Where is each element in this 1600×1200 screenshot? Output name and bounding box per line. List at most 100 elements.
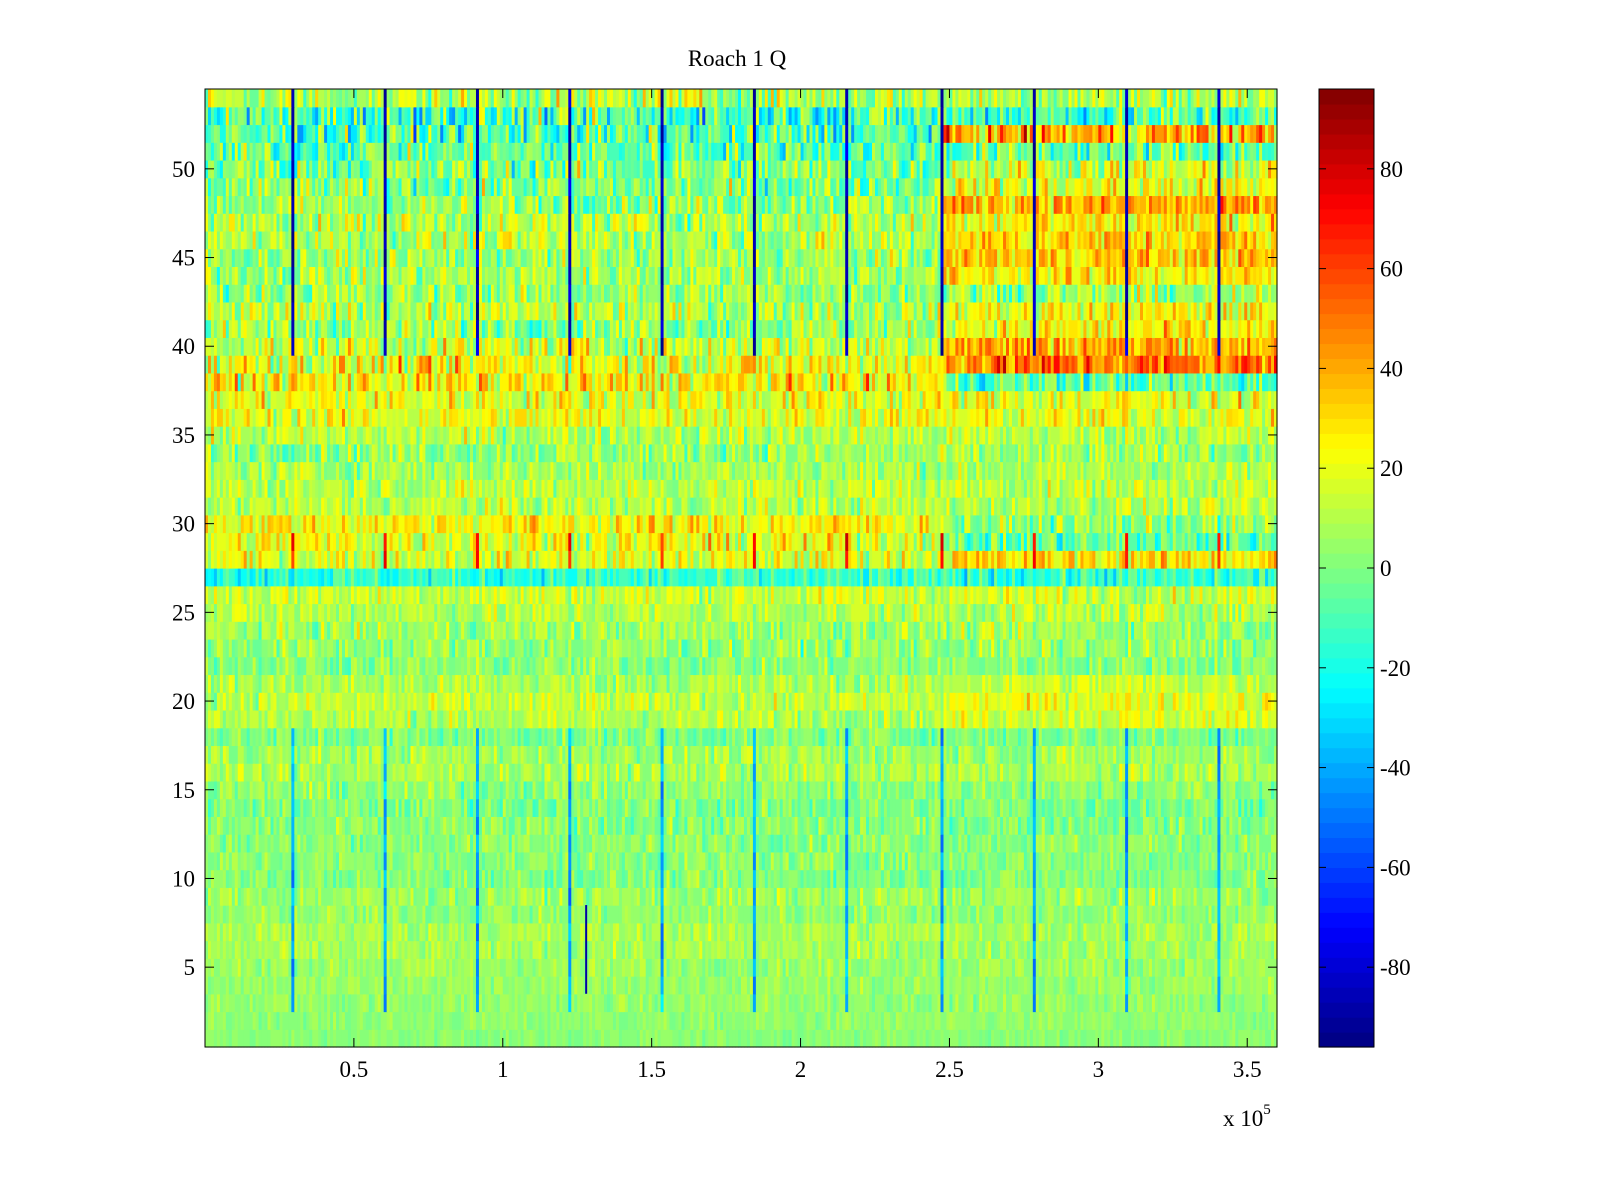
heatmap-cell: [1250, 1029, 1254, 1048]
heatmap-cell: [1199, 976, 1204, 995]
heatmap-cell: [577, 976, 581, 995]
heatmap-cell: [675, 1011, 680, 1030]
heatmap-cell: [842, 976, 846, 995]
heatmap-cell: [401, 993, 406, 1013]
heatmap-cell: [830, 1011, 834, 1030]
heatmap-cell: [639, 1029, 644, 1048]
heatmap-cell: [1181, 1029, 1186, 1048]
heatmap-cell: [1140, 1011, 1144, 1030]
heatmap-cell: [818, 976, 822, 995]
heatmap-cell: [696, 1029, 700, 1048]
heatmap-cell: [297, 1029, 301, 1048]
heatmap-cell: [612, 1011, 617, 1030]
heatmap-cell: [708, 1011, 712, 1030]
heatmap-cell: [928, 993, 933, 1013]
heatmap-cell: [407, 976, 412, 995]
heatmap-cell: [1217, 1029, 1222, 1048]
heatmap-cell: [243, 958, 248, 977]
heatmap-cell: [1169, 1029, 1174, 1048]
heatmap-cell: [359, 976, 364, 995]
heatmap-cell: [842, 1011, 846, 1030]
heatmap-cell: [851, 976, 855, 995]
heatmap-cell: [1229, 1011, 1233, 1030]
heatmap-cell: [997, 1029, 1001, 1048]
heatmap-cell: [764, 1011, 769, 1030]
heatmap-cell: [404, 958, 409, 977]
heatmap-cell: [389, 958, 394, 977]
heatmap-cell: [800, 976, 805, 995]
heatmap-cell: [1011, 1029, 1016, 1048]
heatmap-cell: [985, 976, 989, 995]
heatmap-cell: [282, 976, 286, 995]
heatmap-cell: [1163, 993, 1168, 1013]
heatmap-cell: [976, 976, 980, 995]
heatmap-cell: [294, 993, 298, 1013]
heatmap-cell: [1193, 1011, 1198, 1030]
heatmap-cell: [529, 958, 534, 977]
heatmap-cell: [1053, 993, 1058, 1013]
heatmap-cell: [877, 993, 882, 1013]
heatmap-cell: [1119, 1011, 1123, 1030]
heatmap-cell: [1125, 993, 1129, 1013]
heatmap-cell: [1095, 1011, 1099, 1030]
heatmap-cell: [216, 976, 221, 995]
heatmap-cell: [1134, 1011, 1138, 1030]
heatmap-cell: [1271, 993, 1275, 1013]
heatmap-cell: [294, 958, 298, 977]
heatmap-cell: [1134, 993, 1138, 1013]
heatmap-cell: [1104, 993, 1108, 1013]
heatmap-cell: [425, 958, 429, 977]
heatmap-cell: [428, 1011, 432, 1030]
heatmap-cell: [374, 993, 379, 1013]
heatmap-cell: [1077, 1029, 1082, 1048]
heatmap-cell: [496, 1029, 501, 1048]
heatmap-cell: [389, 1011, 394, 1030]
heatmap-cell: [321, 1029, 325, 1048]
heatmap-cell: [1199, 1011, 1204, 1030]
heatmap-cell: [639, 958, 644, 977]
heatmap-cell: [741, 1011, 745, 1030]
heatmap-cell: [1199, 993, 1204, 1013]
heatmap-cell: [645, 976, 650, 995]
heatmap-cell: [886, 993, 891, 1013]
heatmap-cell: [955, 1011, 959, 1030]
heatmap-cell: [1193, 1029, 1198, 1048]
heatmap-cell: [1003, 1011, 1007, 1030]
heatmap-cell: [461, 976, 465, 995]
heatmap-cell: [368, 1011, 373, 1030]
heatmap-cell: [1032, 1029, 1037, 1048]
heatmap-cell: [478, 958, 483, 977]
heatmap-cell: [779, 958, 784, 977]
heatmap-cell: [1113, 993, 1117, 1013]
heatmap-cell: [934, 976, 939, 995]
heatmap-cell: [1131, 976, 1135, 995]
heatmap-cell: [336, 1011, 340, 1030]
heatmap-cell: [312, 1029, 316, 1048]
heatmap-cell: [452, 958, 456, 977]
heatmap-cell: [1253, 1029, 1257, 1048]
heatmap-cell: [922, 1029, 927, 1048]
heatmap-cell: [794, 993, 799, 1013]
heatmap-cell: [1181, 993, 1186, 1013]
heatmap-cell: [1006, 993, 1010, 1013]
heatmap-cell: [708, 958, 712, 977]
heatmap-cell: [1020, 1029, 1025, 1048]
heatmap-cell: [592, 1011, 596, 1030]
heatmap-cell: [639, 976, 644, 995]
heatmap-cell: [222, 1029, 227, 1048]
heatmap-cell: [815, 976, 820, 995]
heatmap-cell: [270, 993, 275, 1013]
heatmap-cell: [449, 1029, 453, 1048]
heatmap-cell: [1226, 976, 1230, 995]
heatmap-cell: [362, 958, 367, 977]
heatmap-cell: [645, 1029, 650, 1048]
heatmap-cell: [612, 958, 617, 977]
heatmap-cell: [377, 976, 382, 995]
heatmap-cell: [532, 1011, 537, 1030]
heatmap-cell: [767, 993, 772, 1013]
heatmap-cell: [609, 1029, 614, 1048]
heatmap-cell: [967, 993, 971, 1013]
heatmap-cell: [583, 993, 587, 1013]
heatmap-cell: [738, 1029, 742, 1048]
heatmap-cell: [877, 1029, 882, 1048]
